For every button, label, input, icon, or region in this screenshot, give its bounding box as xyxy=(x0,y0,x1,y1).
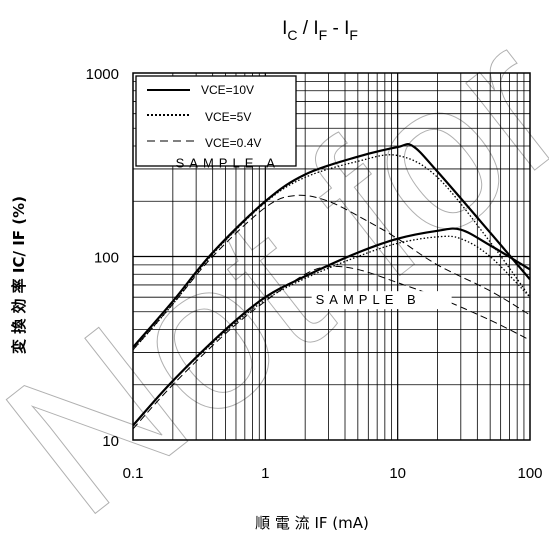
legend-label-vce10: VCE=10V xyxy=(201,83,254,97)
x-tick-label: 1 xyxy=(261,465,269,482)
title-dash: - xyxy=(327,18,344,39)
title-if2: I xyxy=(344,18,349,39)
series-line-a-dotted xyxy=(133,235,530,426)
title-ic: I xyxy=(282,18,287,39)
x-axis-label: 順 電 流 IF (mA) xyxy=(255,514,369,532)
title-if2-sub: F xyxy=(349,27,358,43)
annotation-sample-a: SAMPLE A xyxy=(176,156,280,171)
series-line-a-dotted xyxy=(133,154,530,351)
y-tick-label: 100 xyxy=(94,250,119,267)
series-line-a-solid xyxy=(133,227,530,427)
annotation-sample-b: SAMPLE B xyxy=(316,292,421,307)
annotation-sample-b-background xyxy=(311,291,452,310)
legend-label-vce04: VCE=0.4V xyxy=(205,136,261,150)
x-tick-label: 0.1 xyxy=(123,465,144,482)
series-line-a-solid xyxy=(133,142,530,349)
title-ic-sub: C xyxy=(287,27,297,43)
y-tick-label: 1000 xyxy=(86,66,119,83)
chart-title: IC / IF - IF xyxy=(282,18,358,43)
plot-frame xyxy=(132,72,531,441)
title-if-sub: F xyxy=(319,27,328,43)
legend: VCE=10V VCE=5V VCE=0.4V xyxy=(135,75,297,167)
x-tick-label: 10 xyxy=(389,465,406,482)
tick-labels: 0.1 1 10 100 10 100 1000 xyxy=(86,66,543,482)
y-tick-label: 10 xyxy=(102,433,119,450)
x-tick-label: 100 xyxy=(517,465,542,482)
legend-label-vce5: VCE=5V xyxy=(205,110,251,124)
title-slash: / xyxy=(297,18,313,39)
series-line-a-dashed xyxy=(133,194,530,351)
title-if: I xyxy=(313,18,318,39)
y-axis-label: 変 換 効 率 IC/ IF (%) xyxy=(10,196,28,354)
